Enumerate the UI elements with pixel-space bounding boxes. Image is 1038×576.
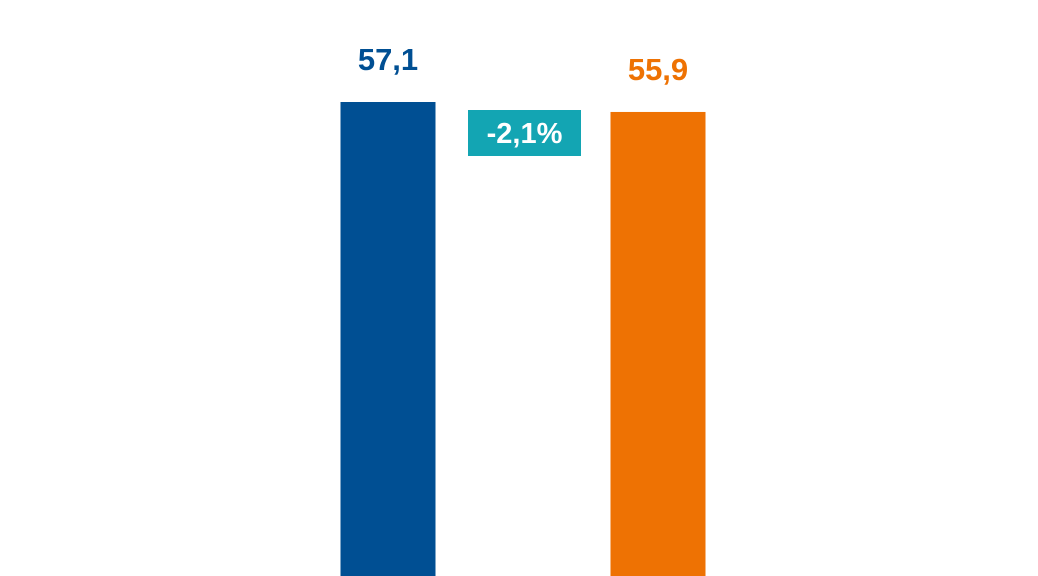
bar-2 <box>610 111 706 576</box>
change-badge: -2,1% <box>468 110 581 156</box>
change-badge-background <box>468 110 581 156</box>
change-badge-text: -2,1% <box>487 118 563 150</box>
value-label-2: 55,9 <box>628 52 688 87</box>
bar-1 <box>340 102 436 576</box>
value-label-1: 57,1 <box>358 42 418 77</box>
